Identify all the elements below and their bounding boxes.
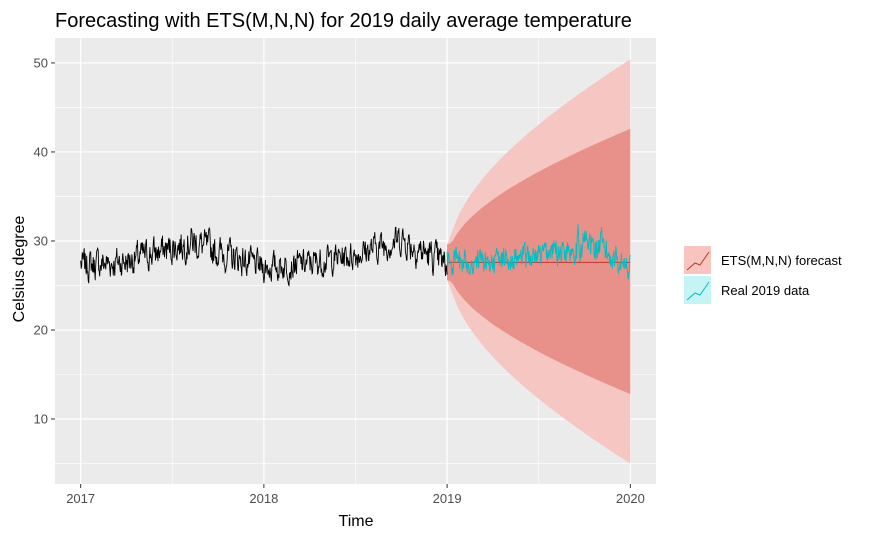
x-tick-label: 2019 [433,491,462,506]
legend-key-1 [684,276,711,304]
chart-title: Forecasting with ETS(M,N,N) for 2019 dai… [55,10,632,32]
y-tick-label: 50 [34,55,48,70]
axes: 2017 2018 2019 2020 10 20 30 40 50 [34,55,645,506]
legend-key-line-0 [686,251,710,271]
x-axis-title: Time [339,513,374,530]
real-2019-series-line [446,224,631,280]
x-tick-label: 2020 [616,491,645,506]
x-tick-label: 2018 [249,491,278,506]
series-lines [80,224,631,287]
legend: ETS(M,N,N) forecast Real 2019 data [684,246,842,304]
pi80-band [447,128,631,395]
history-series-line [80,226,448,287]
legend-label: Real 2019 data [721,283,810,298]
y-tick-label: 20 [34,322,48,337]
legend-key-0 [684,246,711,274]
y-tick-label: 40 [34,144,48,159]
y-axis-title: Celsius degree [11,216,28,323]
prediction-intervals [447,59,631,464]
legend-key-line-1 [686,281,710,301]
y-tick-label: 10 [34,412,48,427]
legend-label: ETS(M,N,N) forecast [721,253,842,268]
y-tick-label: 30 [34,233,48,248]
x-tick-label: 2017 [66,491,95,506]
